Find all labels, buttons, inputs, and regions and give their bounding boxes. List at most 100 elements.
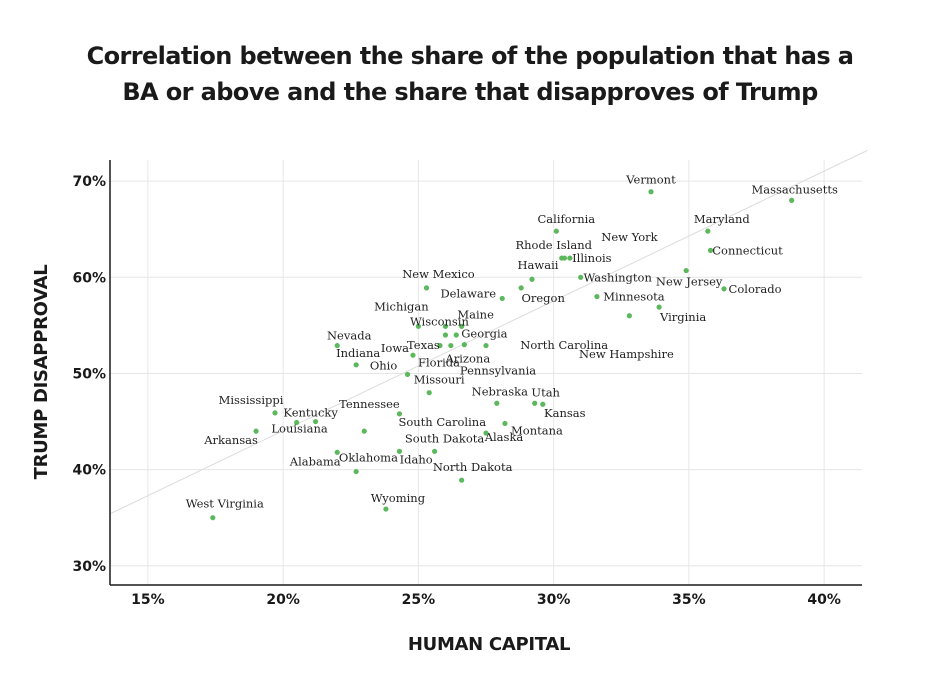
- label-texas: Texas: [407, 338, 440, 352]
- point-alabama: [334, 449, 340, 455]
- chart-title-line-1: Correlation between the share of the pop…: [86, 42, 854, 70]
- point-idaho: [353, 468, 359, 475]
- label-illinois: Illinois: [572, 251, 612, 265]
- trend-line: [109, 149, 868, 515]
- y-tick-label: 30%: [72, 559, 106, 575]
- point-washington: [578, 274, 584, 280]
- point-new-mexico: [423, 285, 430, 291]
- label-mississippi: Mississippi: [219, 393, 284, 407]
- label-idaho: Idaho: [400, 453, 433, 467]
- point-nebraska: [494, 400, 500, 406]
- label-minnesota: Minnesota: [603, 290, 665, 304]
- point-arkansas: [253, 428, 259, 434]
- point-vermont: [648, 189, 654, 195]
- label-utah: Utah: [531, 385, 560, 399]
- label-alabama: Alabama: [289, 454, 341, 468]
- point-colorado: [721, 286, 727, 292]
- label-nebraska: Nebraska: [472, 384, 528, 398]
- point-pennsylvania: [483, 342, 489, 349]
- point-minnesota: [594, 293, 600, 300]
- point-florida: [437, 342, 443, 349]
- label-nevada: Nevada: [327, 329, 372, 343]
- point-south-carolina: [361, 428, 367, 434]
- label-south-carolina: South Carolina: [398, 415, 486, 429]
- label-hawaii: Hawaii: [518, 258, 559, 272]
- point-iowa: [410, 352, 416, 358]
- label-maine: Maine: [457, 307, 494, 321]
- label-connecticut: Connecticut: [712, 243, 783, 257]
- point-illinois: [567, 255, 573, 261]
- label-indiana: Indiana: [336, 346, 380, 360]
- label-iowa: Iowa: [381, 341, 409, 355]
- point-ohio: [404, 371, 411, 378]
- label-alaska: Alaska: [484, 430, 524, 444]
- point-alaska: [483, 430, 489, 436]
- point-maine: [459, 323, 465, 329]
- label-louisiana: Louisiana: [271, 422, 327, 436]
- point-virginia: [656, 304, 662, 310]
- label-rhode-island: Rhode Island: [515, 238, 592, 252]
- label-massachusetts: Massachusetts: [751, 182, 837, 196]
- point-kentucky: [294, 419, 300, 426]
- label-south-dakota: South Dakota: [405, 431, 484, 445]
- data-points: [210, 189, 795, 521]
- x-tick-label: 35%: [672, 592, 706, 608]
- label-california: California: [538, 212, 596, 226]
- y-axis-title: TRUMP DISAPPROVAL: [31, 265, 52, 480]
- x-tick-labels: 15% 20% 25% 30% 35% 40%: [131, 592, 841, 608]
- label-new-mexico: New Mexico: [402, 267, 475, 281]
- y-tick-label: 70%: [72, 174, 106, 190]
- point-louisiana: [312, 418, 319, 425]
- point-nevada: [334, 342, 340, 349]
- point-oklahoma: [396, 448, 403, 454]
- label-north-carolina: North Carolina: [520, 338, 608, 352]
- label-colorado: Colorado: [729, 282, 782, 296]
- point-wyoming: [383, 506, 389, 512]
- label-kansas: Kansas: [544, 406, 586, 420]
- y-tick-label: 60%: [72, 270, 106, 286]
- point-hawaii: [529, 276, 535, 282]
- data-point-labels: Massachusetts Vermont Maryland Connecticut C…: [186, 173, 838, 511]
- point-wisconsin: [442, 323, 449, 329]
- gridlines: [110, 160, 862, 585]
- chart-title: Correlation between the share of the pop…: [0, 38, 940, 110]
- point-maryland: [705, 228, 711, 234]
- y-tick-label: 50%: [72, 366, 106, 382]
- label-oklahoma: Oklahoma: [339, 450, 398, 464]
- label-ohio: Ohio: [370, 358, 398, 372]
- point-missouri: [426, 390, 432, 396]
- point-delaware: [499, 295, 505, 302]
- x-tick-label: 40%: [807, 592, 841, 608]
- label-maryland: Maryland: [694, 212, 751, 226]
- label-north-dakota: North Dakota: [433, 460, 513, 474]
- point-connecticut: [707, 247, 714, 253]
- label-georgia: Georgia: [461, 327, 507, 341]
- point-arizona: [448, 342, 454, 349]
- point-utah: [532, 400, 538, 406]
- point-california: [553, 228, 559, 234]
- label-tennessee: Tennessee: [339, 397, 400, 411]
- point-west-virginia: [210, 515, 216, 521]
- y-tick-labels: 30% 40% 50% 60% 70%: [72, 174, 106, 575]
- label-arizona: Arizona: [444, 352, 490, 366]
- point-texas: [442, 332, 449, 338]
- x-tick-label: 30%: [537, 592, 571, 608]
- label-arkansas: Arkansas: [203, 433, 258, 447]
- point-tennessee: [396, 411, 403, 417]
- x-tick-label: 15%: [131, 592, 165, 608]
- point-massachusetts: [789, 197, 795, 203]
- label-wisconsin: Wisconsin: [410, 314, 470, 328]
- chart-title-line-2: BA or above and the share that disapprov…: [122, 78, 818, 106]
- point-mississippi: [272, 410, 278, 416]
- point-north-dakota: [459, 477, 465, 483]
- label-florida: Florida: [418, 356, 460, 370]
- x-axis-title: HUMAN CAPITAL: [408, 634, 570, 655]
- label-vermont: Vermont: [625, 173, 676, 187]
- label-missouri: Missouri: [414, 373, 465, 387]
- point-new-jersey: [683, 267, 689, 274]
- point-indiana: [353, 362, 359, 368]
- label-delaware: Delaware: [440, 286, 496, 300]
- label-kentucky: Kentucky: [283, 406, 338, 420]
- label-michigan: Michigan: [374, 299, 429, 313]
